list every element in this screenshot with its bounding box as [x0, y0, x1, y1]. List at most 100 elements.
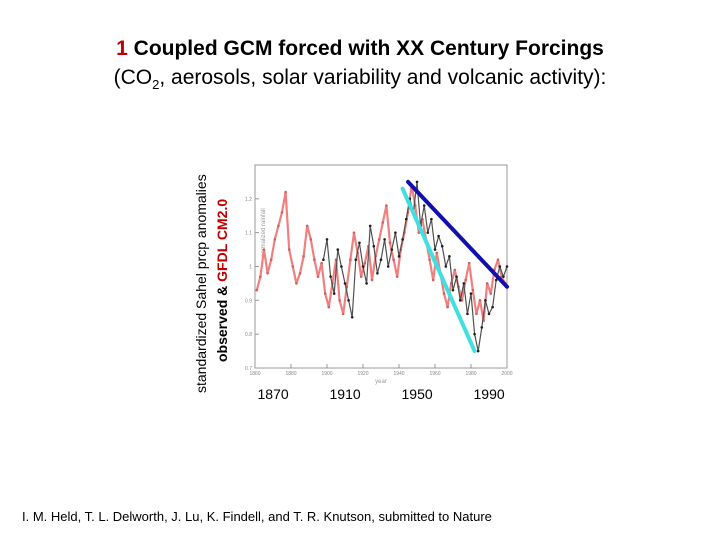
observed-series-point: [376, 271, 379, 275]
model-series-point: [381, 221, 385, 224]
model-series-point: [363, 261, 367, 265]
gfdl-label: GFDL CM2.0: [214, 198, 230, 282]
model-series-point: [323, 292, 327, 295]
observed-series-point: [390, 248, 394, 251]
y-tick-label: 1.2: [245, 197, 252, 203]
model-series-point: [392, 258, 395, 262]
model-series-point: [471, 288, 475, 292]
model-series-point: [388, 241, 392, 245]
observed-series-point: [397, 255, 401, 258]
observed-series-point: [430, 217, 433, 221]
x-tick-label: 1980: [465, 371, 476, 377]
observed-series-point: [466, 312, 469, 316]
observed-series-point: [437, 234, 440, 238]
model-series-point: [280, 211, 284, 214]
x-tick-label: 1960: [429, 371, 440, 377]
observed-series-point: [462, 282, 466, 285]
model-series-point: [453, 268, 457, 272]
observed-series-point: [473, 332, 476, 336]
model-series-point: [478, 299, 482, 302]
big-x-label: 1990: [473, 386, 505, 402]
y-tick-label: 0.8: [245, 332, 252, 338]
observed-series-point: [361, 265, 365, 268]
model-series-point: [295, 282, 298, 285]
model-series-point: [255, 288, 259, 292]
y-axis-label-outer: standardized Sahel prcp anomalies: [193, 174, 209, 393]
trend-line-cyan: [400, 186, 477, 354]
observed-series-point: [455, 275, 458, 278]
observed-series-point: [458, 299, 462, 302]
big-x-label: 1870: [257, 386, 289, 402]
x-tick-label: 1900: [321, 371, 332, 377]
model-series-point: [417, 231, 421, 234]
observed-label: observed &: [214, 281, 230, 362]
model-series-point: [460, 299, 464, 302]
model-series-point: [349, 258, 352, 262]
observed-series-point: [498, 265, 502, 268]
title-line-1: 1 Coupled GCM forced with XX Century For…: [0, 37, 720, 61]
model-series-point: [496, 258, 500, 262]
y-tick-label: 0.9: [245, 298, 252, 304]
title-number: 1: [116, 37, 128, 60]
title-line2-prefix: (CO: [113, 66, 153, 89]
observed-series-point: [340, 265, 343, 268]
model-series-point: [262, 248, 266, 251]
observed-series-line: [322, 181, 508, 352]
observed-series-point: [502, 275, 505, 278]
observed-series-point: [476, 349, 480, 353]
model-series-point: [305, 224, 309, 228]
x-tick-label: 1920: [357, 371, 368, 377]
model-series-point: [259, 275, 262, 278]
observed-series-point: [426, 231, 430, 234]
model-series-point: [313, 258, 316, 262]
observed-series-point: [491, 305, 494, 309]
y-tick-label: 1: [249, 265, 252, 271]
observed-series-point: [332, 292, 336, 295]
observed-series-point: [383, 238, 386, 241]
x-tick-label: 1940: [393, 371, 404, 377]
model-series-point: [302, 255, 305, 258]
x-tick-label: 1860: [249, 371, 260, 377]
model-series-point: [309, 238, 313, 241]
observed-series-point: [433, 248, 437, 251]
model-series-point: [359, 275, 363, 278]
observed-series-point: [484, 299, 487, 302]
observed-series-point: [440, 244, 444, 248]
model-series-point: [287, 248, 291, 251]
observed-series-point: [422, 204, 426, 207]
model-series-line: [255, 184, 507, 322]
model-series-point: [320, 261, 323, 265]
inner-x-axis-label: year: [375, 379, 387, 385]
y-tick-label: 1.1: [245, 231, 252, 237]
observed-series-point: [322, 258, 325, 262]
inner-y-axis-label: normalized rainfall: [261, 208, 267, 257]
model-series-point: [395, 275, 399, 278]
model-series-point: [377, 238, 381, 241]
observed-series-point: [365, 282, 368, 285]
observed-series-point: [401, 238, 404, 241]
observed-series-point: [350, 315, 354, 319]
trend-line-blue: [406, 179, 509, 289]
title-co2-subscript: 2: [152, 77, 160, 93]
model-series-point: [269, 258, 273, 262]
model-series-point: [316, 275, 320, 278]
model-series-point: [475, 312, 478, 316]
big-x-label: 1910: [329, 386, 361, 402]
model-series-point: [370, 278, 374, 282]
observed-series-point: [347, 299, 350, 302]
y-axis-label-inner: observed & GFDL CM2.0: [214, 199, 230, 362]
observed-series-point: [505, 265, 509, 268]
model-series-point: [341, 312, 345, 316]
observed-series-point: [480, 326, 484, 329]
model-series-point: [485, 282, 489, 285]
title-line2-suffix: , aerosols, solar variability and volcan…: [159, 66, 607, 89]
observed-series-point: [368, 224, 372, 228]
model-series-point: [442, 292, 446, 295]
author-credit: I. M. Held, T. L. Delworth, J. Lu, K. Fi…: [22, 509, 492, 524]
big-x-label: 1950: [401, 386, 433, 402]
model-series-point: [273, 238, 277, 241]
observed-series-point: [469, 292, 473, 295]
observed-series-point: [444, 265, 448, 268]
model-series-point: [277, 224, 280, 228]
observed-series-point: [404, 217, 408, 221]
